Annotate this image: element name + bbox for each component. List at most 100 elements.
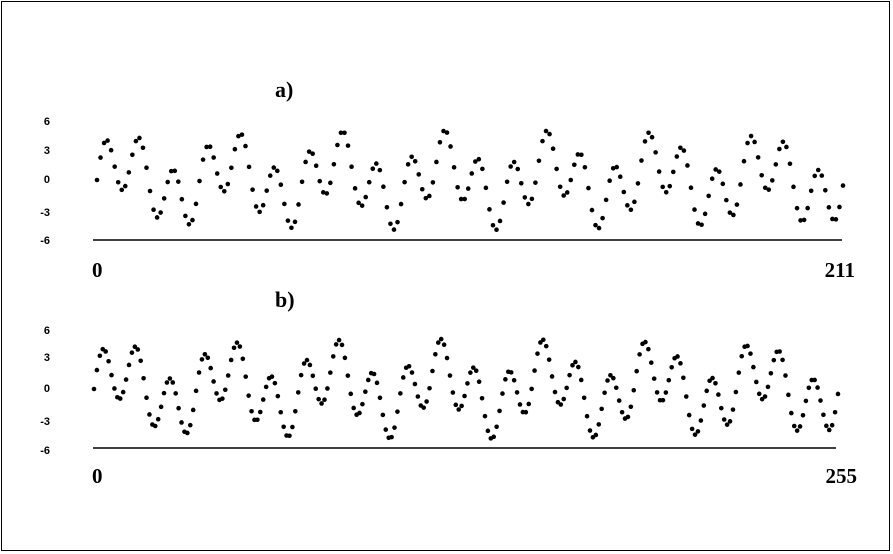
- data-point: [469, 171, 475, 176]
- panel-a-ytick-3: 3: [44, 145, 50, 157]
- data-point: [819, 173, 825, 178]
- data-point: [269, 374, 275, 379]
- panel-b-ytick-neg6: -6: [40, 445, 50, 457]
- data-point: [667, 183, 673, 189]
- panel-a-ytick-neg6: -6: [40, 235, 50, 247]
- data-point: [183, 213, 188, 219]
- data-point: [447, 373, 453, 378]
- data-point: [147, 188, 153, 194]
- data-point: [695, 221, 701, 226]
- data-point: [137, 135, 142, 141]
- data-point: [751, 364, 756, 370]
- data-point: [448, 144, 453, 149]
- data-point: [632, 199, 637, 205]
- data-point: [494, 227, 499, 233]
- data-point: [303, 159, 308, 165]
- data-point: [730, 407, 736, 412]
- data-point: [803, 398, 809, 404]
- data-point: [611, 375, 616, 381]
- data-point: [282, 201, 287, 207]
- data-point: [207, 144, 213, 149]
- data-point: [833, 217, 839, 222]
- panel-b-xstart-label: 0: [92, 464, 103, 488]
- data-point: [584, 413, 590, 419]
- panel-a-ytick-neg3: -3: [40, 207, 50, 219]
- data-point: [330, 354, 336, 359]
- data-point: [762, 394, 768, 399]
- data-point: [635, 181, 641, 186]
- data-point: [395, 219, 400, 225]
- data-point: [301, 361, 307, 366]
- data-point: [264, 188, 270, 193]
- data-point: [338, 130, 344, 136]
- data-point: [473, 368, 479, 374]
- data-point: [709, 176, 715, 182]
- data-point: [237, 344, 243, 349]
- data-point: [462, 196, 468, 202]
- data-point: [255, 417, 260, 423]
- data-point: [490, 223, 496, 228]
- data-point: [777, 349, 782, 354]
- data-point: [695, 429, 701, 434]
- data-point: [587, 428, 593, 433]
- data-point: [557, 184, 563, 190]
- data-point: [625, 414, 631, 420]
- data-point: [755, 155, 761, 160]
- data-point: [616, 398, 622, 403]
- data-point: [234, 340, 240, 345]
- data-point: [608, 372, 613, 378]
- data-point: [646, 346, 651, 352]
- data-point: [479, 395, 485, 401]
- panel-a-label: a): [275, 77, 293, 102]
- data-point: [558, 402, 564, 407]
- data-point: [649, 134, 655, 140]
- data-point: [517, 402, 523, 407]
- data-point: [716, 392, 721, 397]
- data-point: [656, 169, 662, 174]
- data-point: [281, 424, 286, 430]
- data-point: [304, 357, 310, 363]
- data-point: [564, 385, 569, 391]
- data-point: [292, 219, 298, 225]
- data-point: [359, 203, 365, 208]
- data-point: [316, 396, 321, 402]
- data-point: [500, 391, 505, 396]
- data-point: [342, 130, 347, 136]
- data-point: [225, 181, 231, 187]
- data-point: [473, 159, 478, 164]
- data-point: [412, 381, 418, 387]
- data-point: [754, 379, 759, 385]
- data-point: [685, 163, 690, 168]
- data-point: [511, 377, 517, 383]
- data-point: [797, 424, 803, 429]
- data-point: [771, 357, 777, 363]
- data-point: [117, 396, 123, 401]
- data-point: [683, 394, 689, 399]
- data-point: [135, 347, 141, 352]
- data-point: [290, 424, 295, 430]
- data-point: [450, 390, 456, 395]
- data-point: [552, 389, 558, 395]
- data-point: [564, 190, 570, 195]
- data-point: [377, 167, 383, 173]
- data-point: [253, 204, 259, 209]
- data-point: [278, 182, 284, 187]
- data-point: [441, 342, 447, 348]
- data-point: [267, 173, 273, 178]
- data-point: [485, 428, 491, 434]
- data-point: [720, 181, 726, 187]
- data-point: [480, 166, 485, 172]
- data-point: [240, 356, 246, 362]
- data-point: [391, 227, 397, 232]
- data-point: [310, 151, 315, 157]
- data-point: [328, 370, 333, 375]
- data-point: [546, 357, 552, 362]
- data-point: [336, 337, 342, 343]
- data-point: [109, 372, 114, 378]
- data-point: [491, 434, 497, 440]
- panel-b-xend-label: 255: [826, 464, 858, 488]
- data-point: [832, 409, 838, 415]
- data-point: [602, 390, 607, 396]
- data-point: [821, 412, 826, 418]
